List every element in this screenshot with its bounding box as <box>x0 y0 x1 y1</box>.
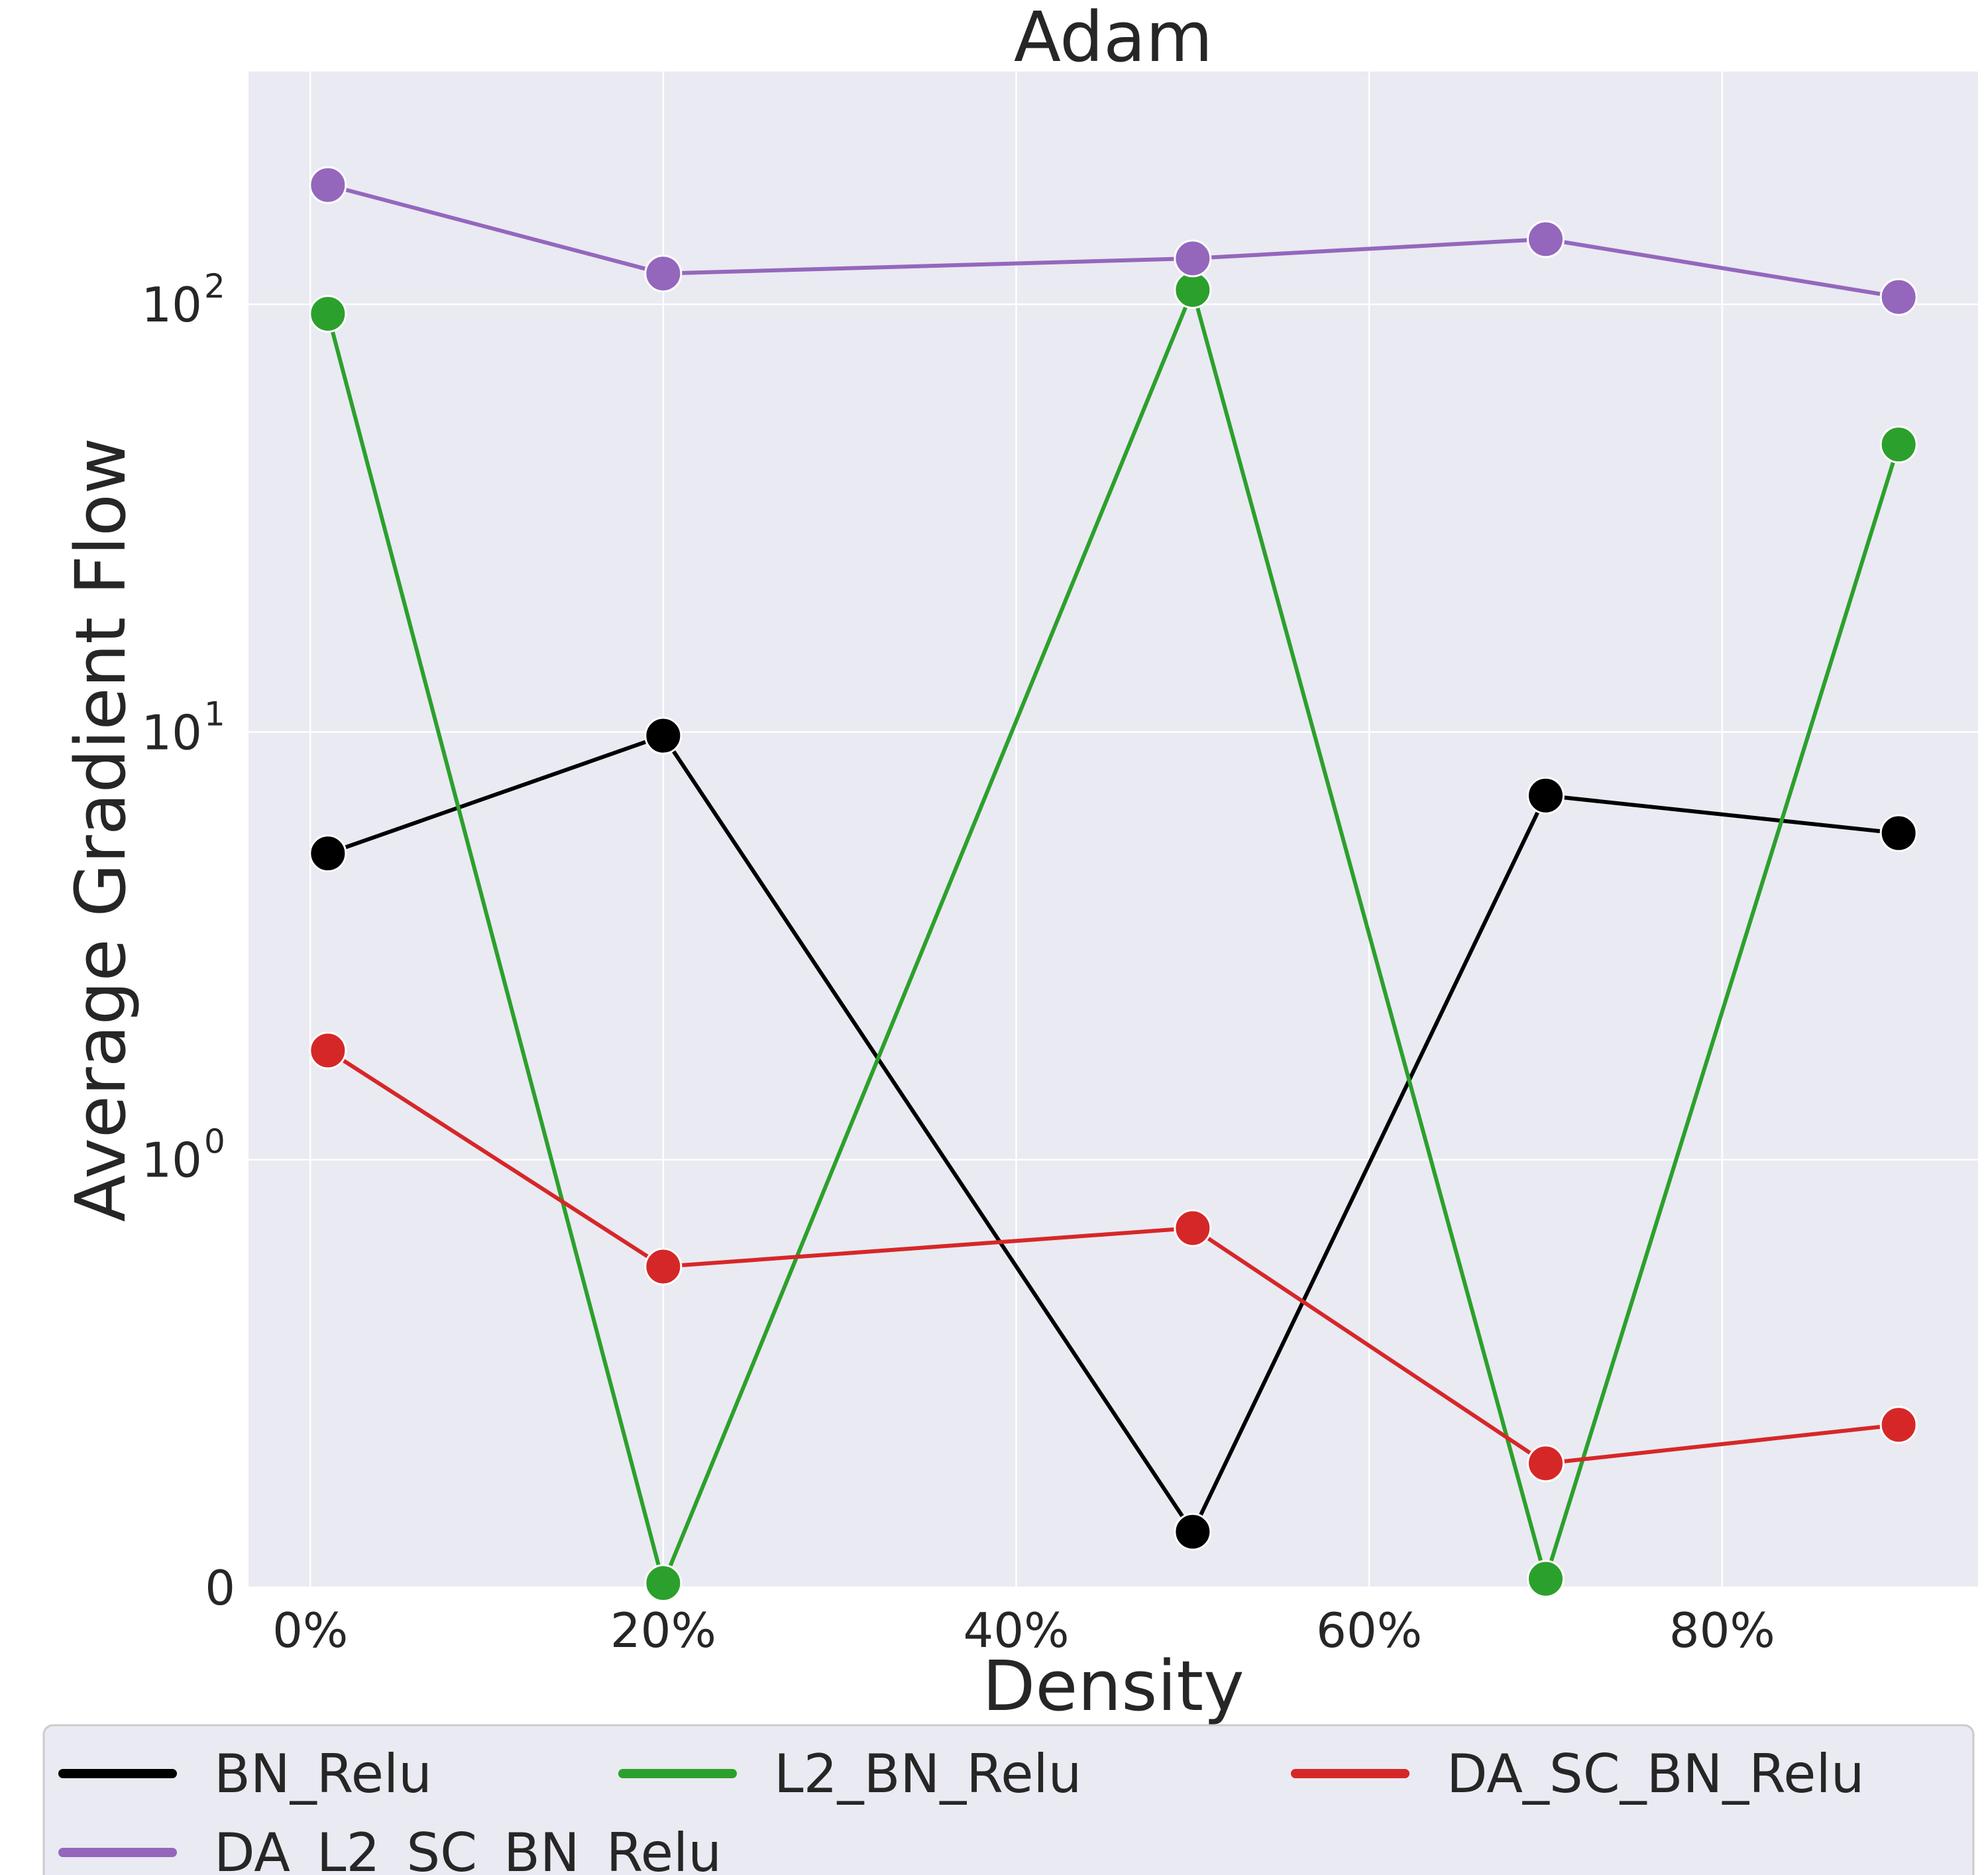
series-DA_L2_SC_BN_Relu <box>309 166 1918 316</box>
data-point <box>1527 220 1565 258</box>
y-tick-base: 10 <box>141 705 202 760</box>
y-tick-label: 10 0 <box>141 1123 225 1188</box>
data-point <box>644 255 683 293</box>
series-BN_Relu <box>309 716 1918 1551</box>
x-tick-label: 60% <box>1316 1603 1422 1658</box>
x-tick-label: 40% <box>964 1603 1070 1658</box>
y-tick-exponent: 2 <box>204 267 225 306</box>
legend-item: DA_SC_BN_Relu <box>1291 1743 1864 1805</box>
data-point <box>1879 1406 1918 1444</box>
x-tick-label: 0% <box>272 1603 348 1658</box>
series-layer <box>309 166 1918 1603</box>
y-tick-label: 10 2 <box>141 267 225 333</box>
legend-label: L2_BN_Relu <box>774 1743 1081 1805</box>
data-point <box>644 1247 683 1286</box>
data-point <box>1174 271 1212 310</box>
data-point <box>1527 1560 1565 1598</box>
y-tick-label: 10 1 <box>141 695 225 760</box>
data-point <box>644 1564 683 1603</box>
data-point <box>1174 1512 1212 1551</box>
legend-item: DA_L2_SC_BN_Relu <box>58 1822 722 1875</box>
y-tick-exponent: 1 <box>204 695 225 733</box>
series-DA_SC_BN_Relu <box>309 1031 1918 1483</box>
series-L2_BN_Relu <box>309 271 1918 1603</box>
y-axis-label: Average Gradient Flow <box>60 437 141 1222</box>
y-tick-base: 10 <box>141 277 202 333</box>
data-point <box>309 294 347 333</box>
chart-title: Adam <box>1014 0 1213 78</box>
data-point <box>1527 1444 1565 1483</box>
grid-lines <box>248 72 1978 1589</box>
data-point <box>1527 776 1565 815</box>
data-point <box>309 1031 347 1070</box>
legend-items: BN_Relu L2_BN_Relu DA_SC_BN_Relu DA_L2_SC_B… <box>58 1743 1864 1875</box>
data-point <box>1879 278 1918 316</box>
plot-area <box>248 72 1978 1587</box>
data-point <box>1879 426 1918 464</box>
data-point <box>1174 1209 1212 1247</box>
legend-item: L2_BN_Relu <box>618 1743 1081 1805</box>
data-point <box>1879 814 1918 852</box>
legend-item: BN_Relu <box>58 1743 432 1805</box>
y-tick-base: 0 <box>205 1560 235 1616</box>
y-tick-base: 10 <box>141 1133 202 1188</box>
legend-label: DA_SC_BN_Relu <box>1447 1743 1864 1805</box>
legend-label: BN_Relu <box>214 1743 432 1805</box>
x-tick-label: 20% <box>610 1603 716 1658</box>
legend <box>42 1724 1975 1875</box>
data-point <box>644 716 683 755</box>
y-tick-exponent: 0 <box>204 1123 225 1161</box>
y-tick-label: 0 <box>205 1560 235 1616</box>
data-point <box>309 166 347 204</box>
x-tick-label: 80% <box>1669 1603 1775 1658</box>
data-point <box>1174 239 1212 278</box>
legend-label: DA_L2_SC_BN_Relu <box>214 1822 722 1875</box>
data-point <box>309 834 347 873</box>
x-axis-label: Density <box>982 1646 1244 1727</box>
x-tick-labels: 0% 20% 40% 60% 80% <box>272 1603 1775 1658</box>
